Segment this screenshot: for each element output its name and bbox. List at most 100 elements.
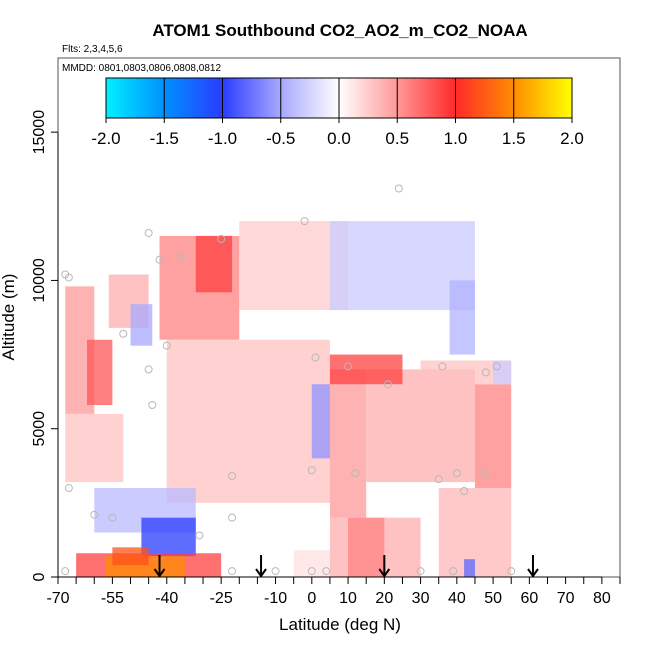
y-axis-label: Altitude (m) [0,274,18,361]
x-tick-label: -55 [101,590,124,607]
sample-point [434,475,443,484]
heatmap-cell [195,235,233,293]
sample-points [61,184,516,576]
colorbar-tick-label: 1.5 [502,129,526,148]
heatmap-cell [449,280,475,355]
sample-point [492,362,501,371]
colorbar-tick-label: 1.0 [444,129,468,148]
x-axis: -70 -55 -40 -25 -10 0 10 20 30 40 50 60 70 80 [46,576,621,607]
y-axis: 0 5000 10000 15000 [31,110,59,581]
x-tick-label: 0 [307,590,316,607]
sample-point [64,484,73,493]
colorbar-tick-label: 0.5 [385,129,409,148]
x-tick-label: 20 [375,590,393,607]
heatmap-cell [112,547,149,566]
sample-point [271,567,280,576]
heatmap-cell [293,550,330,577]
heatmap-cell [420,360,512,385]
colorbar: -2.0 -1.5 -1.0 -0.5 0.0 0.5 1.0 1.5 2.0 [91,77,584,148]
sample-point [481,368,490,377]
x-tick-label: 80 [593,590,611,607]
sample-point [307,466,316,475]
colorbar-tick-label: -1.5 [150,129,179,148]
x-tick-label: 10 [339,590,357,607]
heatmap-layer [65,221,512,577]
heatmap-cell [141,517,196,557]
sample-point [228,567,237,576]
x-tick-label: -25 [210,590,233,607]
down-arrow-icon [255,555,267,578]
sample-point [177,252,186,261]
sample-point [416,567,425,576]
mmdd-note: MMDD: 0801,0803,0806,0808,0812 [62,63,221,74]
sample-point [144,365,153,374]
heatmap-cell [65,413,124,483]
sample-point [351,469,360,478]
x-tick-label: -70 [46,590,69,607]
colorbar-ticks: -2.0 -1.5 -1.0 -0.5 0.0 0.5 1.0 1.5 2.0 [91,78,584,148]
colorbar-tick-label: -2.0 [91,129,120,148]
x-tick-label: 50 [484,590,502,607]
colorbar-tick-label: -0.5 [266,129,295,148]
sample-point [162,341,171,350]
heatmap-cell [329,369,367,518]
flights-note: Flts: 2,3,4,5,6 [62,44,123,55]
x-tick-label: 60 [520,590,538,607]
down-arrow-icon [527,555,539,578]
heatmap-cell [464,559,475,577]
sample-point [344,362,353,371]
y-tick-label: 10000 [31,258,48,303]
chart-title: ATOM1 Southbound CO2_AO2_m_CO2_NOAA [152,21,527,40]
sample-point [383,380,392,389]
sample-point [481,469,490,478]
sample-point [449,567,458,576]
sample-point [394,184,403,193]
sample-point [311,353,320,362]
x-tick-label: 30 [412,590,430,607]
heatmap-cell [166,339,330,503]
sample-point [228,513,237,522]
x-tick-label: -10 [264,590,287,607]
x-tick-label: -40 [155,590,178,607]
heatmap-cell [493,360,512,385]
x-axis-label: Latitude (deg N) [279,615,401,634]
colorbar-tick-label: -1.0 [208,129,237,148]
sample-point [119,329,128,338]
y-tick-label: 5000 [31,411,48,447]
sample-point [307,567,316,576]
y-tick-label: 15000 [31,110,48,155]
x-tick-label: 40 [448,590,466,607]
sample-point [322,567,331,576]
sample-point [228,472,237,481]
y-tick-label: 0 [31,572,48,581]
heatmap-cell [311,384,330,459]
sample-point [108,513,117,522]
heatmap-cell [438,488,512,577]
heatmap-cell [87,339,113,405]
latitude-arrows [153,555,539,578]
sample-point [155,255,164,264]
down-arrow-icon [153,555,166,578]
colorbar-tick-label: 2.0 [560,129,584,148]
sample-point [144,228,153,237]
sample-point [90,510,99,519]
sample-point [64,273,73,282]
sample-point [61,567,70,576]
colorbar-tick-label: 0.0 [327,129,351,148]
heatmap-cell [366,369,475,483]
x-tick-label: 70 [557,590,575,607]
down-arrow-icon [378,555,391,578]
heatmap-cell [474,384,512,489]
sample-point [452,469,461,478]
sample-point [507,567,516,576]
sample-point [217,234,226,243]
heatmap-cell [130,304,153,346]
sample-point [300,217,309,226]
heatmap-cell [348,517,385,577]
sample-point [148,400,157,409]
heatmap-cell [329,354,403,385]
sample-point [460,486,469,495]
sample-point [195,531,204,540]
sample-point [438,362,447,371]
